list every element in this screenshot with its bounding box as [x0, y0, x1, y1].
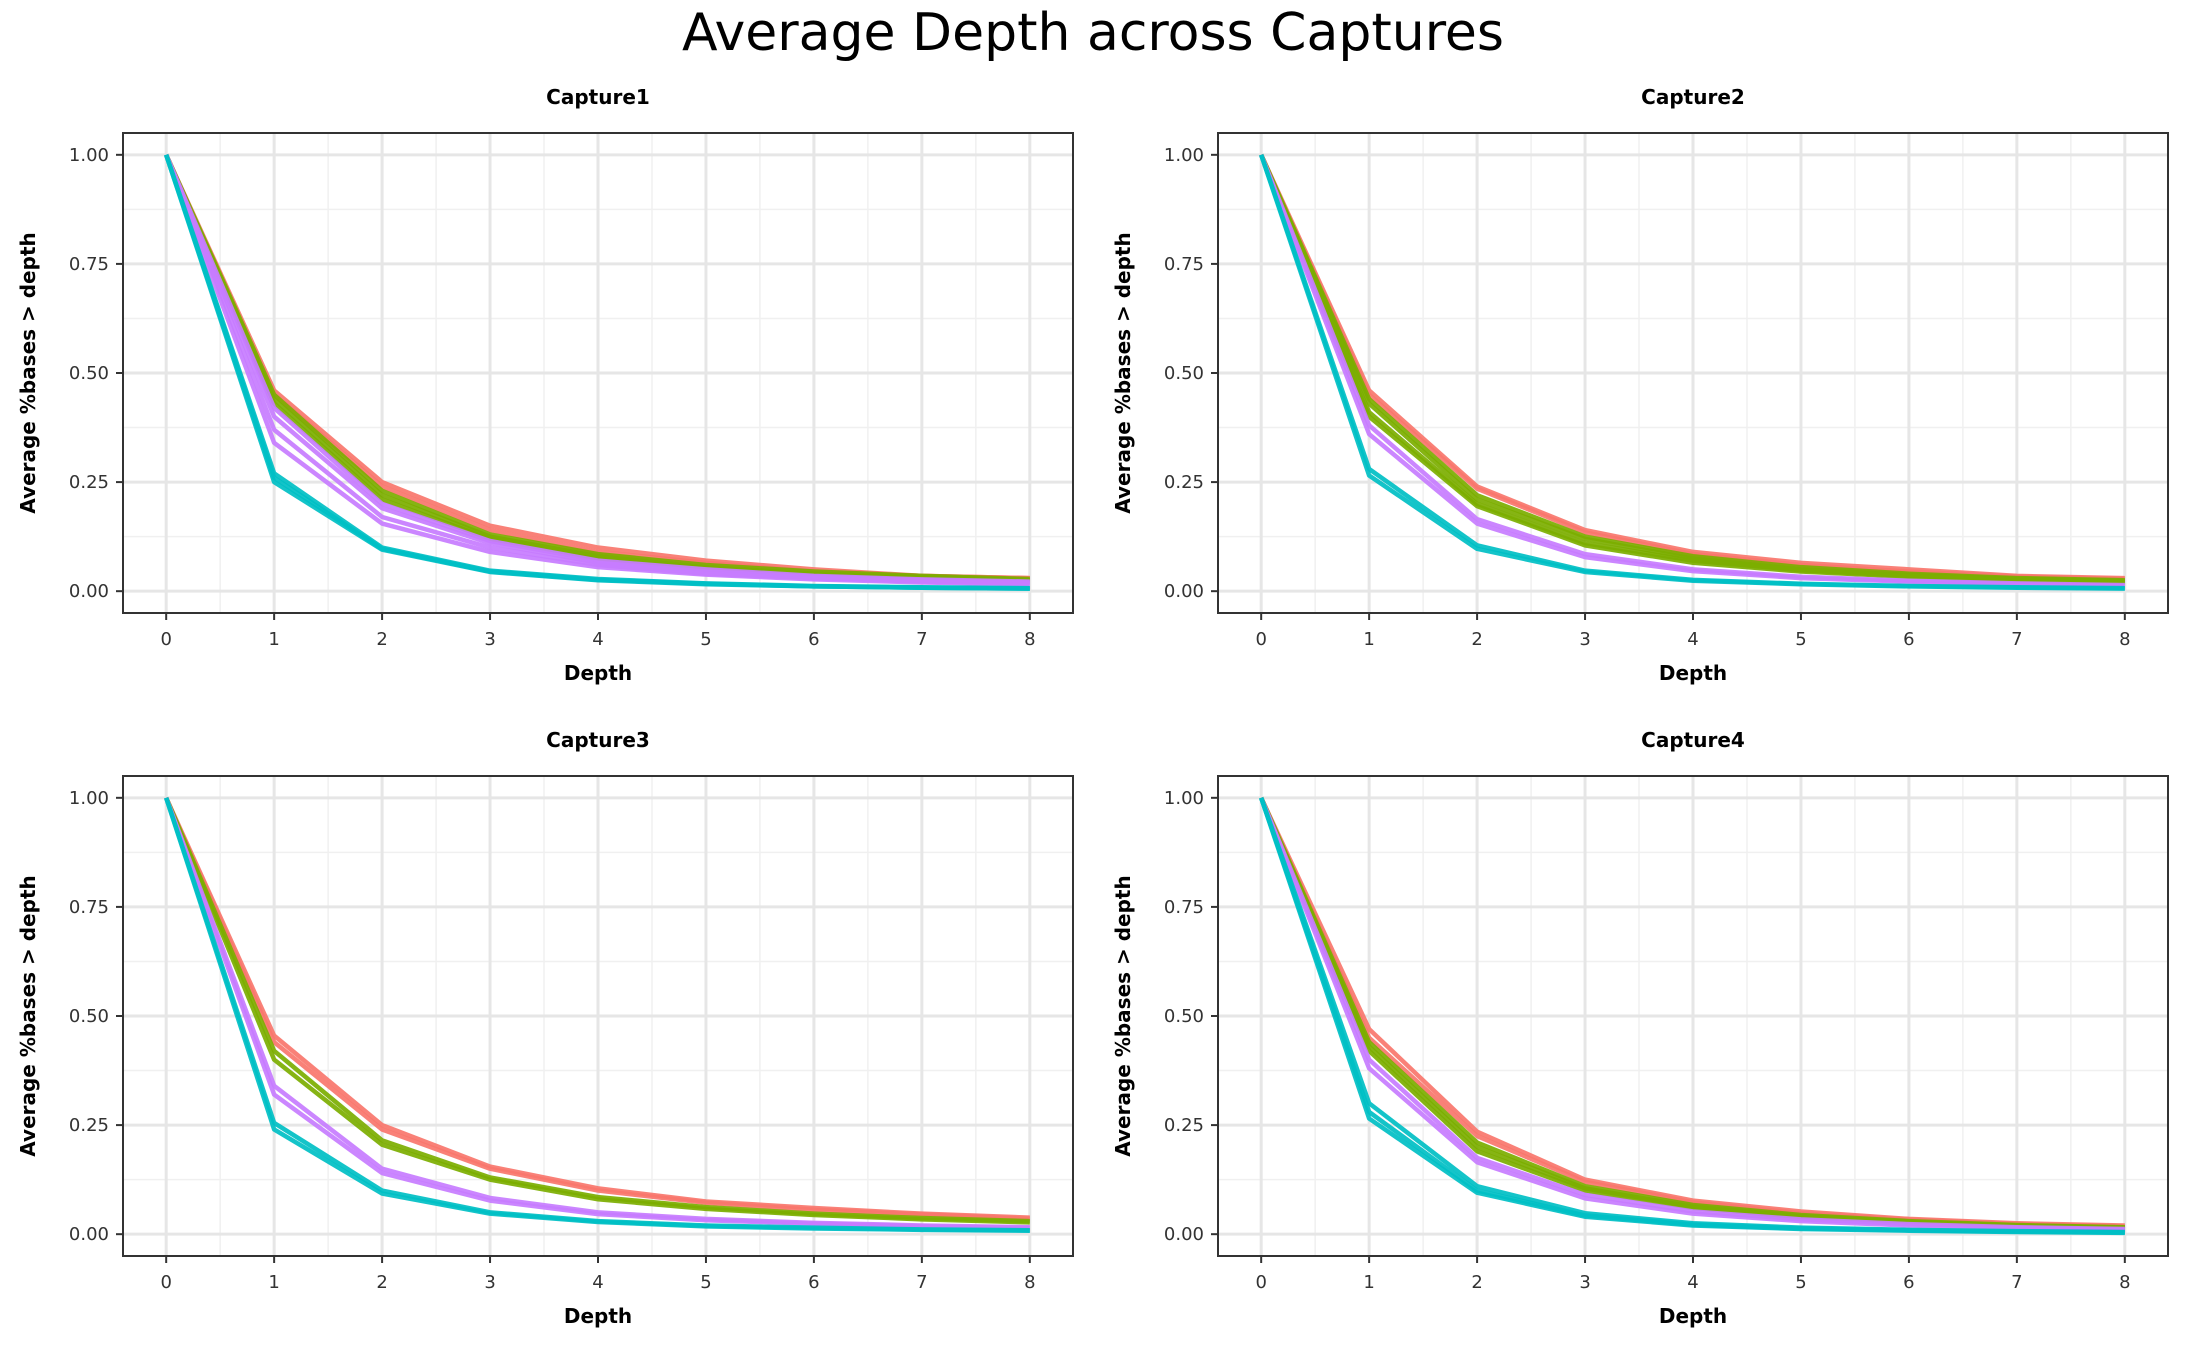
x-tick-label: 4 — [1687, 629, 1698, 650]
y-tick-label: 1.00 — [1164, 788, 1204, 809]
y-tick-label: 0.25 — [69, 1115, 109, 1136]
x-tick-label: 4 — [592, 1272, 603, 1293]
x-tick-label: 5 — [700, 629, 711, 650]
x-tick-label: 2 — [1471, 1272, 1482, 1293]
series-line-6 — [164, 797, 1030, 1231]
y-tick-label: 0.00 — [69, 581, 109, 602]
x-tick-label: 6 — [1903, 629, 1914, 650]
x-tick-label: 7 — [2011, 629, 2022, 650]
series-line-4 — [164, 796, 1030, 1225]
x-tick-label: 8 — [1024, 1272, 1035, 1293]
y-tick-label: 0.75 — [69, 897, 109, 918]
y-tick-label: 0.50 — [1164, 1006, 1204, 1027]
x-tick-label: 2 — [1471, 629, 1482, 650]
x-tick-label: 1 — [268, 629, 279, 650]
y-tick-label: 0.50 — [69, 363, 109, 384]
y-tick-label: 0.75 — [1164, 897, 1204, 918]
x-tick-label: 7 — [916, 1272, 927, 1293]
x-tick-label: 0 — [160, 629, 171, 650]
series-line-9 — [164, 154, 1030, 587]
x-tick-label: 5 — [1795, 1272, 1806, 1293]
y-axis-label: Average %bases > depth — [16, 875, 40, 1156]
x-tick-label: 6 — [1903, 1272, 1914, 1293]
x-tick-label: 5 — [700, 1272, 711, 1293]
x-tick-label: 4 — [592, 629, 603, 650]
x-axis-label: Depth — [1659, 1304, 1727, 1328]
x-tick-label: 7 — [916, 629, 927, 650]
y-tick-label: 0.75 — [69, 254, 109, 275]
panel-title: Capture1 — [546, 85, 650, 109]
figure-title: Average Depth across Captures — [682, 3, 1504, 63]
series-line-6 — [1259, 153, 2125, 585]
x-axis-label: Depth — [564, 1304, 632, 1328]
y-tick-label: 0.00 — [1164, 581, 1204, 602]
x-axis-label: Depth — [1659, 661, 1727, 685]
panel-3: 0 1 2 3 4 5 6 7 8 0.00 0.25 0.50 0.75 1.00 Capture3 Dep… — [16, 728, 1074, 1328]
x-tick-label: 4 — [1687, 1272, 1698, 1293]
series-line-8 — [1259, 154, 2125, 589]
x-tick-label: 7 — [2011, 1272, 2022, 1293]
y-tick-label: 0.00 — [69, 1224, 109, 1245]
series-line-10 — [1259, 154, 2125, 591]
y-tick-label: 0.25 — [1164, 472, 1204, 493]
x-tick-label: 2 — [376, 629, 387, 650]
series-line-8 — [164, 797, 1030, 1233]
series-line-12 — [164, 154, 1030, 591]
x-tick-label: 5 — [1795, 629, 1806, 650]
panel-title: Capture4 — [1641, 728, 1745, 752]
x-tick-label: 1 — [1363, 629, 1374, 650]
y-axis-label: Average %bases > depth — [1111, 232, 1135, 513]
panels: 0 1 2 3 4 5 6 7 8 0.00 0.25 0.50 0.75 1.00 Capture1 Dep… — [16, 85, 2169, 1328]
x-tick-label: 6 — [808, 1272, 819, 1293]
x-tick-label: 8 — [1024, 629, 1035, 650]
y-tick-label: 1.00 — [69, 145, 109, 166]
y-axis-label: Average %bases > depth — [16, 232, 40, 513]
panel-title: Capture3 — [546, 728, 650, 752]
panel-4: 0 1 2 3 4 5 6 7 8 0.00 0.25 0.50 0.75 1.00 Capture4 Dep… — [1111, 728, 2169, 1328]
x-tick-label: 0 — [1255, 1272, 1266, 1293]
series-line-2 — [164, 796, 1030, 1222]
x-tick-label: 3 — [484, 1272, 495, 1293]
x-tick-label: 6 — [808, 629, 819, 650]
x-tick-label: 2 — [376, 1272, 387, 1293]
y-tick-label: 0.25 — [1164, 1115, 1204, 1136]
y-axis-label: Average %bases > depth — [1111, 875, 1135, 1156]
x-tick-label: 1 — [1363, 1272, 1374, 1293]
x-tick-label: 8 — [2119, 1272, 2130, 1293]
x-tick-label: 8 — [2119, 629, 2130, 650]
x-tick-label: 1 — [268, 1272, 279, 1293]
y-tick-label: 1.00 — [1164, 145, 1204, 166]
x-tick-label: 3 — [1579, 629, 1590, 650]
series-line-7 — [1259, 796, 2125, 1233]
x-tick-label: 3 — [484, 629, 495, 650]
y-tick-label: 0.25 — [69, 472, 109, 493]
y-tick-label: 0.75 — [1164, 254, 1204, 275]
panel-title: Capture2 — [1641, 85, 1745, 109]
x-tick-label: 0 — [160, 1272, 171, 1293]
panel-2: 0 1 2 3 4 5 6 7 8 0.00 0.25 0.50 0.75 1.00 Capture2 Dep… — [1111, 85, 2169, 685]
x-tick-label: 0 — [1255, 629, 1266, 650]
y-tick-label: 0.50 — [1164, 363, 1204, 384]
series-line-10 — [1259, 797, 2125, 1236]
y-tick-label: 0.50 — [69, 1006, 109, 1027]
y-tick-label: 0.00 — [1164, 1224, 1204, 1245]
x-axis-label: Depth — [564, 661, 632, 685]
x-tick-label: 3 — [1579, 1272, 1590, 1293]
y-tick-label: 1.00 — [69, 788, 109, 809]
panel-1: 0 1 2 3 4 5 6 7 8 0.00 0.25 0.50 0.75 1.00 Capture1 Dep… — [16, 85, 1074, 685]
